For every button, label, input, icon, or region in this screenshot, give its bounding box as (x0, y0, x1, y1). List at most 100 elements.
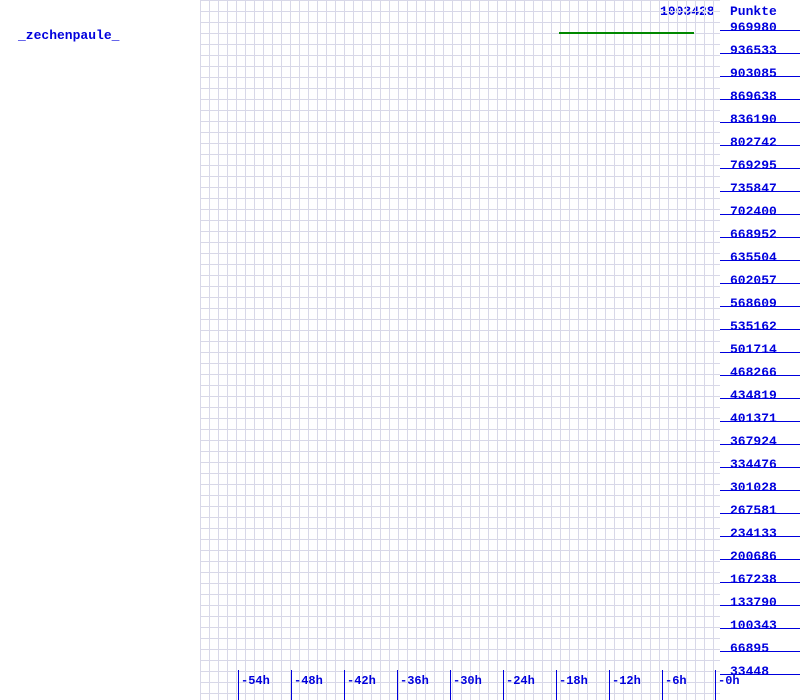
grid-line-horizontal (200, 198, 720, 199)
grid-line-horizontal (200, 649, 720, 650)
grid-line-horizontal (200, 209, 720, 210)
y-axis-label: 334476 (730, 457, 777, 472)
x-axis-label: -24h (506, 674, 535, 688)
x-axis-label: -18h (559, 674, 588, 688)
grid-line-vertical (479, 0, 480, 700)
x-axis-tick (503, 670, 504, 700)
grid-line-vertical (353, 0, 354, 700)
grid-line-horizontal (200, 363, 720, 364)
grid-line-horizontal (200, 561, 720, 562)
grid-line-horizontal (200, 0, 720, 1)
y-axis-label: 66895 (730, 641, 769, 656)
grid-line-vertical (524, 0, 525, 700)
x-axis-tick (344, 670, 345, 700)
x-axis-label: -30h (453, 674, 482, 688)
grid-line-horizontal (200, 352, 720, 353)
grid-line-vertical (695, 0, 696, 700)
grid-line-horizontal (200, 286, 720, 287)
grid-line-horizontal (200, 319, 720, 320)
grid-line-horizontal (200, 242, 720, 243)
grid-line-vertical (533, 0, 534, 700)
grid-line-vertical (200, 0, 201, 700)
grid-line-horizontal (200, 132, 720, 133)
grid-line-horizontal (200, 440, 720, 441)
grid-line-vertical (362, 0, 363, 700)
grid-line-vertical (578, 0, 579, 700)
grid-line-vertical (713, 0, 714, 700)
grid-line-horizontal (200, 77, 720, 78)
grid-line-vertical (461, 0, 462, 700)
x-axis-label: -6h (665, 674, 687, 688)
x-axis-tick (662, 670, 663, 700)
x-axis-label: -12h (612, 674, 641, 688)
grid-line-horizontal (200, 473, 720, 474)
grid-line-vertical (506, 0, 507, 700)
grid-line-horizontal (200, 176, 720, 177)
grid-line-vertical (407, 0, 408, 700)
chart-title-unit: Punkte (730, 4, 777, 19)
y-axis-label: 468266 (730, 365, 777, 380)
x-axis-tick (397, 670, 398, 700)
grid-line-horizontal (200, 220, 720, 221)
grid-line-vertical (434, 0, 435, 700)
grid-line-vertical (605, 0, 606, 700)
y-axis-label: 969980 (730, 20, 777, 35)
grid-line-vertical (650, 0, 651, 700)
grid-line-vertical (209, 0, 210, 700)
grid-line-horizontal (200, 165, 720, 166)
chart-plot-area (200, 0, 720, 700)
grid-line-vertical (227, 0, 228, 700)
y-axis-label: 568609 (730, 296, 777, 311)
grid-line-horizontal (200, 616, 720, 617)
y-axis-label: 501714 (730, 342, 777, 357)
grid-line-vertical (263, 0, 264, 700)
y-axis-label: 234133 (730, 526, 777, 541)
grid-line-horizontal (200, 308, 720, 309)
grid-line-horizontal (200, 264, 720, 265)
grid-line-horizontal (200, 253, 720, 254)
grid-line-vertical (425, 0, 426, 700)
x-axis-tick (238, 670, 239, 700)
grid-line-vertical (443, 0, 444, 700)
grid-line-horizontal (200, 66, 720, 67)
grid-line-vertical (299, 0, 300, 700)
grid-line-horizontal (200, 275, 720, 276)
grid-line-horizontal (200, 495, 720, 496)
grid-line-horizontal (200, 154, 720, 155)
grid-line-vertical (668, 0, 669, 700)
grid-line-horizontal (200, 572, 720, 573)
grid-line-vertical (497, 0, 498, 700)
grid-line-horizontal (200, 231, 720, 232)
grid-line-vertical (326, 0, 327, 700)
grid-line-vertical (515, 0, 516, 700)
grid-line-vertical (344, 0, 345, 700)
grid-line-vertical (308, 0, 309, 700)
y-axis-label: 367924 (730, 434, 777, 449)
grid-line-vertical (245, 0, 246, 700)
x-axis-label: -42h (347, 674, 376, 688)
grid-line-vertical (641, 0, 642, 700)
grid-line-vertical (677, 0, 678, 700)
y-axis-label: 936533 (730, 43, 777, 58)
grid-line-horizontal (200, 187, 720, 188)
grid-line-vertical (371, 0, 372, 700)
grid-line-horizontal (200, 539, 720, 540)
grid-line-vertical (614, 0, 615, 700)
grid-line-horizontal (200, 627, 720, 628)
x-axis-label: -54h (241, 674, 270, 688)
grid-line-horizontal (200, 451, 720, 452)
grid-line-vertical (596, 0, 597, 700)
grid-line-horizontal (200, 385, 720, 386)
x-axis-tick (450, 670, 451, 700)
grid-line-horizontal (200, 671, 720, 672)
y-axis-label: 535162 (730, 319, 777, 334)
x-axis-label: -36h (400, 674, 429, 688)
grid-line-vertical (452, 0, 453, 700)
grid-line-vertical (218, 0, 219, 700)
grid-line-vertical (623, 0, 624, 700)
grid-line-horizontal (200, 99, 720, 100)
grid-line-horizontal (200, 396, 720, 397)
grid-line-horizontal (200, 44, 720, 45)
y-axis-label: 401371 (730, 411, 777, 426)
grid-line-horizontal (200, 484, 720, 485)
